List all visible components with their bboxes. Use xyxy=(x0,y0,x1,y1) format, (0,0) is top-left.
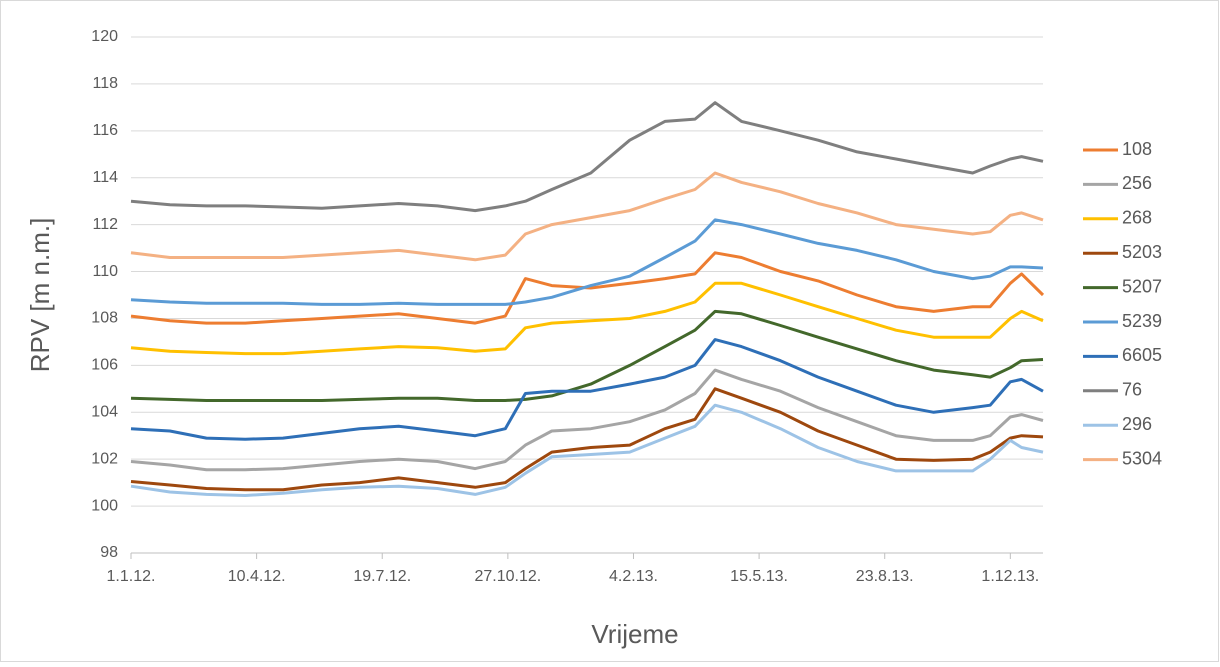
x-axis-label: Vrijeme xyxy=(591,619,678,649)
y-tick-label: 114 xyxy=(92,169,118,186)
y-tick-label: 118 xyxy=(92,75,118,92)
y-tick-label: 110 xyxy=(92,263,118,280)
y-tick-label: 116 xyxy=(92,122,118,139)
y-tick-label: 108 xyxy=(91,310,118,327)
x-tick-label: 1.12.13. xyxy=(981,568,1039,585)
series-line xyxy=(130,251,1045,325)
y-tick-label: 104 xyxy=(91,403,118,420)
y-tick-label: 106 xyxy=(91,357,118,374)
legend-label: 296 xyxy=(1122,414,1152,434)
legend-label: 5304 xyxy=(1122,448,1162,468)
y-tick-label: 100 xyxy=(91,497,118,514)
legend-label: 108 xyxy=(1122,139,1152,159)
series-line xyxy=(130,309,1044,402)
legend-label: 5239 xyxy=(1122,311,1162,331)
x-tick-label: 27.10.12. xyxy=(474,568,541,585)
series-line xyxy=(130,101,1044,213)
legend-label: 6605 xyxy=(1122,345,1162,365)
y-tick-label: 112 xyxy=(92,216,118,233)
y-tick-label: 120 xyxy=(91,28,118,45)
x-tick-label: 15.5.13. xyxy=(730,568,788,585)
series-line xyxy=(130,368,1044,472)
series-line xyxy=(130,281,1044,356)
series-line xyxy=(130,338,1044,441)
legend-label: 5203 xyxy=(1122,242,1162,262)
x-tick-label: 4.2.13. xyxy=(609,568,658,585)
legend-label: 268 xyxy=(1122,208,1152,228)
series-line xyxy=(130,387,1044,492)
series-line xyxy=(130,171,1044,262)
x-tick-label: 23.8.13. xyxy=(856,568,914,585)
x-tick-label: 10.4.12. xyxy=(228,568,286,585)
y-tick-label: 98 xyxy=(100,544,118,561)
legend-label: 256 xyxy=(1122,173,1152,193)
y-axis-label: RPV [m n.m.] xyxy=(25,218,55,373)
y-tick-label: 102 xyxy=(91,450,118,467)
x-tick-label: 19.7.12. xyxy=(353,568,411,585)
legend-label: 5207 xyxy=(1122,276,1162,296)
x-tick-label: 1.1.12. xyxy=(107,568,156,585)
series-line xyxy=(130,218,1044,306)
legend-label: 76 xyxy=(1122,380,1142,400)
series-line xyxy=(130,403,1044,497)
